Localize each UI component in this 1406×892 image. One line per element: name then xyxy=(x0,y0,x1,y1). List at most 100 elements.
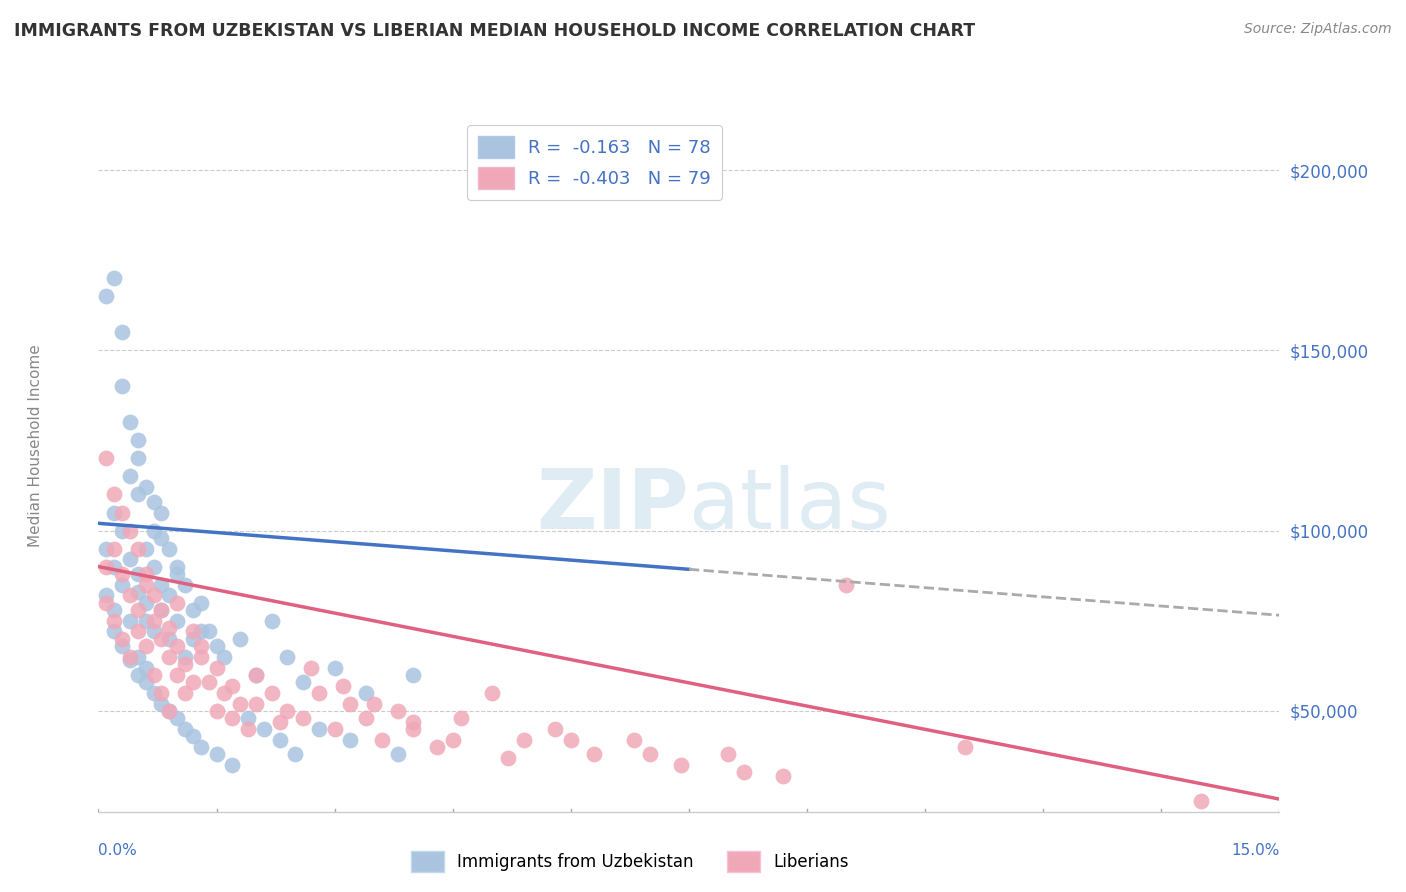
Point xyxy=(118,614,141,628)
Point xyxy=(127,584,149,599)
Point xyxy=(118,416,141,430)
Point xyxy=(157,704,180,718)
Point xyxy=(284,747,307,761)
Point xyxy=(229,632,252,646)
Point xyxy=(135,596,157,610)
Point xyxy=(96,451,118,466)
Point xyxy=(835,577,858,591)
Point xyxy=(150,603,173,617)
Point xyxy=(339,732,361,747)
Point xyxy=(260,686,283,700)
Point xyxy=(103,614,125,628)
Point xyxy=(229,697,252,711)
Point xyxy=(512,732,534,747)
Point xyxy=(150,506,173,520)
Point xyxy=(221,711,243,725)
Point xyxy=(181,632,204,646)
Point xyxy=(269,732,291,747)
Point xyxy=(772,769,794,783)
Point xyxy=(103,271,125,285)
Point xyxy=(142,524,165,538)
Point xyxy=(127,451,149,466)
Point xyxy=(111,639,134,653)
Point xyxy=(190,596,212,610)
Point xyxy=(245,667,267,681)
Point xyxy=(127,487,149,501)
Point xyxy=(135,675,157,690)
Point xyxy=(181,729,204,743)
Text: 15.0%: 15.0% xyxy=(1232,843,1279,858)
Point xyxy=(402,722,425,736)
Point xyxy=(221,679,243,693)
Point xyxy=(638,747,661,761)
Point xyxy=(221,757,243,772)
Point xyxy=(560,732,582,747)
Point xyxy=(103,624,125,639)
Point xyxy=(118,552,141,566)
Point xyxy=(205,639,228,653)
Point xyxy=(174,722,197,736)
Point xyxy=(142,624,165,639)
Point xyxy=(623,732,645,747)
Point xyxy=(166,711,188,725)
Point xyxy=(96,596,118,610)
Point xyxy=(142,614,165,628)
Point xyxy=(197,675,219,690)
Point xyxy=(157,589,180,603)
Text: Median Household Income: Median Household Income xyxy=(28,344,42,548)
Point xyxy=(205,660,228,674)
Point xyxy=(733,765,755,780)
Point xyxy=(142,494,165,508)
Point xyxy=(332,679,354,693)
Point xyxy=(166,667,188,681)
Point xyxy=(387,704,409,718)
Point xyxy=(166,614,188,628)
Point xyxy=(276,649,298,664)
Point xyxy=(236,722,259,736)
Point xyxy=(214,686,236,700)
Point xyxy=(260,614,283,628)
Legend: R =  -0.163   N = 78, R =  -0.403   N = 79: R = -0.163 N = 78, R = -0.403 N = 79 xyxy=(467,125,721,200)
Point xyxy=(111,524,134,538)
Point xyxy=(181,675,204,690)
Point xyxy=(253,722,276,736)
Point xyxy=(150,577,173,591)
Point xyxy=(190,739,212,754)
Point xyxy=(245,697,267,711)
Point xyxy=(157,704,180,718)
Point xyxy=(96,589,118,603)
Point xyxy=(308,722,330,736)
Point xyxy=(174,657,197,671)
Point xyxy=(269,714,291,729)
Point xyxy=(387,747,409,761)
Text: 0.0%: 0.0% xyxy=(98,843,138,858)
Point xyxy=(118,524,141,538)
Point xyxy=(118,469,141,483)
Point xyxy=(190,639,212,653)
Point xyxy=(339,697,361,711)
Point xyxy=(174,577,197,591)
Point xyxy=(96,559,118,574)
Point xyxy=(717,747,740,761)
Point xyxy=(299,660,322,674)
Point xyxy=(135,577,157,591)
Point xyxy=(174,649,197,664)
Point xyxy=(103,506,125,520)
Point xyxy=(323,722,346,736)
Point xyxy=(127,434,149,448)
Point xyxy=(118,653,141,667)
Point xyxy=(174,686,197,700)
Point xyxy=(142,667,165,681)
Point xyxy=(1189,794,1212,808)
Point xyxy=(323,660,346,674)
Point xyxy=(544,722,567,736)
Point xyxy=(190,624,212,639)
Point xyxy=(157,649,180,664)
Point xyxy=(481,686,503,700)
Point xyxy=(450,711,472,725)
Point xyxy=(245,667,267,681)
Point xyxy=(103,541,125,556)
Point xyxy=(166,596,188,610)
Point xyxy=(150,697,173,711)
Point xyxy=(135,660,157,674)
